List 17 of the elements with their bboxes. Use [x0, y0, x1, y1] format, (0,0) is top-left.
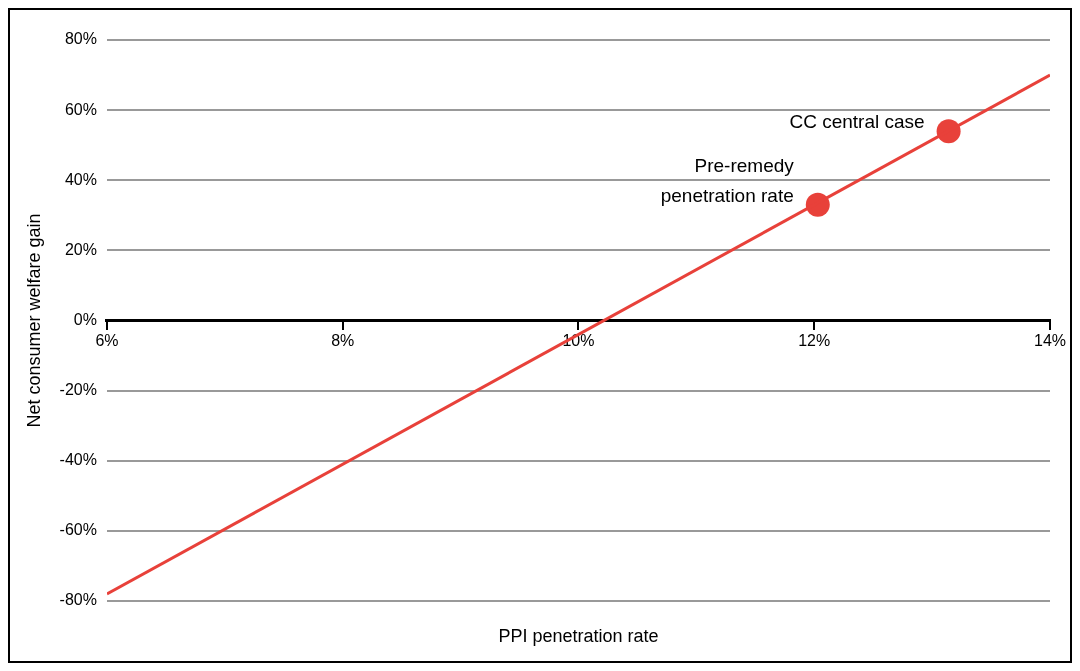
y-tick-label: 40%	[64, 170, 97, 188]
y-tick-label: -80%	[59, 591, 97, 609]
y-tick-label: -40%	[59, 451, 97, 469]
x-axis-title: PPI penetration rate	[498, 625, 659, 646]
x-tick-label: 12%	[798, 331, 831, 349]
y-tick-label: 60%	[64, 100, 97, 118]
y-tick-label: 20%	[64, 240, 97, 258]
y-axis-title: Net consumer welfare gain	[23, 213, 44, 428]
y-tick-label: -60%	[59, 521, 97, 539]
x-tick-label: 6%	[95, 331, 119, 349]
y-tick-label: 80%	[64, 30, 97, 48]
x-tick-label: 8%	[331, 331, 355, 349]
annotation: CC central case	[789, 111, 925, 133]
y-tick-label: -20%	[59, 381, 97, 399]
x-tick-label: 14%	[1033, 331, 1067, 349]
y-tick-label: 0%	[73, 310, 97, 328]
annotation: Pre-remedy penetration rate	[660, 155, 795, 207]
